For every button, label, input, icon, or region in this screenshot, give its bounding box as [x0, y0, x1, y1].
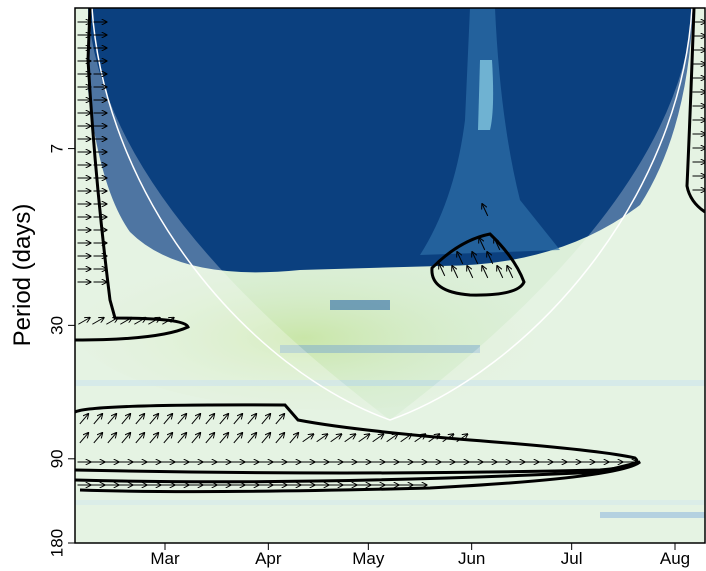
x-tick-label: Jul [561, 549, 583, 568]
arrow [467, 266, 474, 279]
arrow [472, 252, 479, 265]
arrow [275, 433, 284, 444]
arrow [233, 414, 242, 425]
y-axis-label: Period (days) [9, 204, 36, 347]
arrow [400, 434, 412, 443]
heatmap [75, 8, 705, 543]
arrow [247, 433, 256, 444]
arrow [414, 434, 426, 443]
arrow [79, 414, 88, 425]
x-tick-label: Mar [150, 549, 180, 568]
arrow [494, 238, 501, 251]
y-tick-label: 30 [47, 316, 66, 335]
arrow [452, 266, 459, 279]
arrow [163, 414, 172, 425]
arrow [93, 433, 102, 444]
arrow [344, 434, 356, 443]
y-tick-label: 90 [47, 449, 66, 468]
arrow [219, 433, 228, 444]
arrow [107, 414, 116, 425]
arrow [177, 433, 186, 444]
arrow [78, 318, 89, 325]
arrow [289, 433, 298, 444]
x-tick-label: Apr [255, 549, 282, 568]
arrow [261, 414, 270, 425]
arrow [479, 238, 486, 251]
arrow [487, 252, 494, 265]
y-tick-label: 7 [47, 144, 66, 153]
y-tick-label: 180 [47, 529, 66, 557]
arrow [79, 433, 88, 444]
x-tick-label: May [352, 549, 385, 568]
arrow [302, 434, 314, 443]
arrow [135, 414, 144, 425]
arrow [149, 433, 158, 444]
arrow [442, 434, 454, 443]
x-tick-label: Aug [660, 549, 690, 568]
arrow [121, 433, 130, 444]
arrow [219, 414, 228, 425]
arrow [121, 414, 130, 425]
phase-arrows [77, 22, 705, 485]
arrow [134, 318, 145, 325]
arrow [439, 264, 446, 277]
arrow [92, 318, 103, 325]
arrow [247, 414, 256, 425]
arrow [163, 433, 172, 444]
arrow [135, 433, 144, 444]
arrow [457, 252, 464, 265]
arrow [507, 266, 514, 279]
arrow [177, 414, 186, 425]
arrow [428, 434, 440, 443]
arrow [456, 434, 468, 443]
arrow [106, 318, 117, 325]
arrow [120, 318, 131, 325]
arrow [275, 414, 284, 425]
arrow [93, 414, 102, 425]
arrow [497, 266, 504, 279]
arrow [149, 414, 158, 425]
arrow [233, 433, 242, 444]
arrow [372, 434, 384, 443]
arrow [162, 318, 173, 325]
arrow [107, 433, 116, 444]
arrow [191, 433, 200, 444]
arrow [316, 434, 328, 443]
plot-frame [74, 7, 706, 544]
arrow [386, 434, 398, 443]
x-tick-label: Jun [458, 549, 485, 568]
arrow [330, 434, 342, 443]
arrow [191, 414, 200, 425]
arrow [482, 204, 489, 217]
arrow [205, 414, 214, 425]
arrow [261, 433, 270, 444]
arrow [482, 266, 489, 279]
arrow [148, 318, 159, 325]
arrow [358, 434, 370, 443]
arrow [205, 433, 214, 444]
axes: 7 30 90 180 Mar Apr May Jun Jul Aug [47, 144, 690, 568]
